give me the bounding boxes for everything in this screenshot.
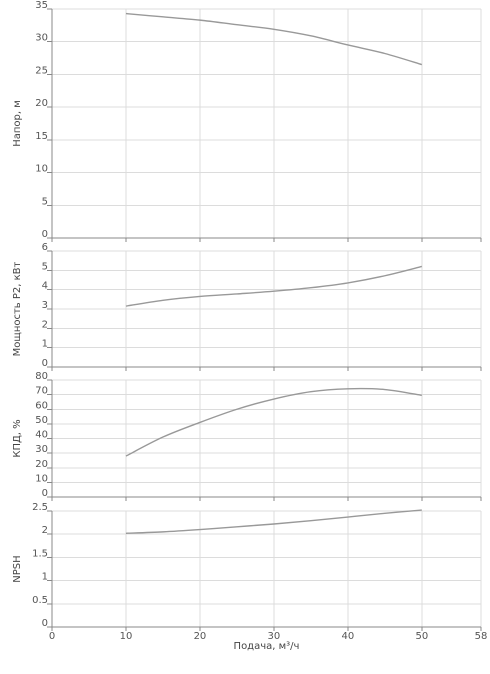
y-tick-label: 15	[35, 131, 48, 142]
y-tick-label: 25	[35, 65, 48, 76]
x-tick-label: 40	[341, 631, 354, 642]
y-tick-label: 0	[42, 488, 48, 499]
panel-4: 0 0.5 1 1.5 2 2.5 NPSH 0 10 20 30 40 50 58 Подача, м³/…	[12, 502, 487, 652]
panel-1: 0 5 10 15 20 25 30 35 Напор, м	[12, 0, 482, 242]
y-tick-label: 30	[35, 33, 48, 44]
x-tick-label: 50	[415, 631, 428, 642]
y-tick-label: 0	[42, 358, 48, 369]
y-axis-title: NPSH	[12, 555, 23, 582]
y-tick-label: 60	[35, 400, 48, 411]
y-tick-label: 0.5	[32, 595, 48, 606]
y-axis-title: КПД, %	[12, 419, 23, 457]
y-tick-label: 2	[42, 319, 48, 330]
y-tick-label: 3	[42, 300, 48, 311]
y-tick-label: 80	[35, 371, 48, 382]
y-tick-label: 30	[35, 444, 48, 455]
y-tick-label: 1	[42, 339, 48, 350]
x-tick-label: 30	[268, 631, 281, 642]
series-line-4	[125, 509, 422, 534]
y-tick-label: 0	[42, 618, 48, 629]
y-tick-label: 35	[35, 0, 48, 11]
x-tick-label: 20	[194, 631, 207, 642]
series-line-2	[125, 265, 422, 307]
series-line-1	[125, 12, 423, 66]
y-tick-label: 2.5	[32, 502, 48, 513]
y-tick-label: 6	[42, 242, 48, 253]
y-tick-label: 40	[35, 430, 48, 441]
x-tick-label: 0	[49, 631, 55, 642]
y-axis-title: Напор, м	[12, 100, 23, 147]
y-tick-label: 10	[35, 164, 48, 175]
y-tick-label: 1	[42, 572, 48, 583]
y-tick-label: 10	[35, 473, 48, 484]
x-tick-label: 10	[120, 631, 133, 642]
x-tick-label: 58	[475, 631, 488, 642]
panel-2: 0 1 2 3 4 5 6 Мощность P2, кВт	[12, 242, 482, 371]
y-tick-label: 4	[42, 281, 48, 292]
y-tick-label: 0	[42, 229, 48, 240]
panel-3: 0 10 20 30 40 50 60 70 80 КПД, %	[12, 371, 482, 501]
y-tick-label: 1.5	[32, 548, 48, 559]
x-axis-title: Подача, м³/ч	[234, 641, 300, 652]
y-axis-title: Мощность P2, кВт	[12, 261, 23, 356]
y-tick-label: 5	[42, 196, 48, 207]
series-line-3	[125, 387, 422, 457]
y-tick-label: 2	[42, 525, 48, 536]
y-tick-label: 70	[35, 386, 48, 397]
y-tick-label: 20	[35, 98, 48, 109]
y-tick-label: 20	[35, 459, 48, 470]
y-tick-label: 50	[35, 415, 48, 426]
y-tick-label: 5	[42, 261, 48, 272]
